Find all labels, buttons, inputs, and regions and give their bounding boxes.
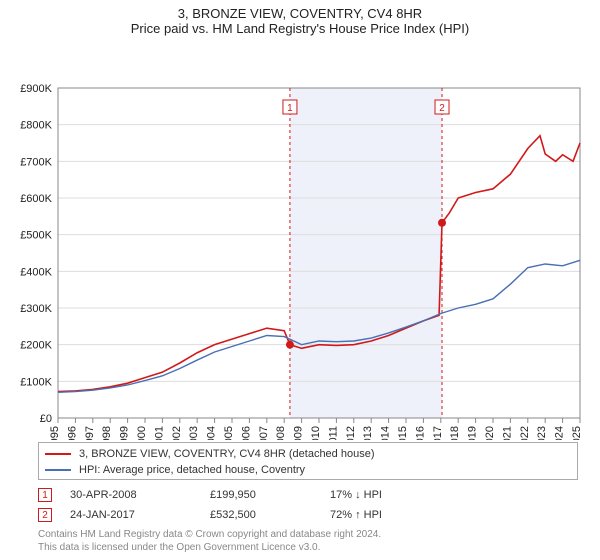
svg-text:2014: 2014 [380, 426, 392, 440]
sale-diff: 17% ↓ HPI [330, 489, 450, 501]
svg-text:2007: 2007 [258, 426, 270, 440]
svg-text:2: 2 [439, 103, 445, 114]
svg-text:2004: 2004 [206, 426, 218, 440]
svg-text:2020: 2020 [484, 426, 496, 440]
chart-title-line1: 3, BRONZE VIEW, COVENTRY, CV4 8HR [0, 0, 600, 21]
svg-text:£800K: £800K [20, 120, 52, 132]
svg-text:£700K: £700K [20, 156, 52, 168]
legend-item: HPI: Average price, detached house, Cove… [45, 462, 571, 478]
svg-text:2008: 2008 [275, 426, 287, 440]
svg-text:£900K: £900K [20, 83, 52, 95]
svg-text:1996: 1996 [66, 426, 78, 440]
sale-date: 24-JAN-2017 [70, 509, 210, 521]
svg-text:1: 1 [287, 103, 293, 114]
svg-text:2012: 2012 [345, 426, 357, 440]
svg-text:£500K: £500K [20, 230, 52, 242]
svg-text:2021: 2021 [501, 426, 513, 440]
sale-row: 2 24-JAN-2017 £532,500 72% ↑ HPI [38, 506, 578, 524]
legend-label: HPI: Average price, detached house, Cove… [79, 464, 305, 476]
sale-diff: 72% ↑ HPI [330, 509, 450, 521]
sale-marker-box: 1 [38, 488, 52, 502]
svg-text:1995: 1995 [49, 426, 61, 440]
sales-table: 1 30-APR-2008 £199,950 17% ↓ HPI 2 24-JA… [38, 484, 578, 524]
legend-label: 3, BRONZE VIEW, COVENTRY, CV4 8HR (detac… [79, 448, 375, 460]
sale-row: 1 30-APR-2008 £199,950 17% ↓ HPI [38, 486, 578, 504]
sale-date: 30-APR-2008 [70, 489, 210, 501]
legend-swatch [45, 453, 71, 455]
svg-text:1998: 1998 [101, 426, 113, 440]
svg-text:2022: 2022 [519, 426, 531, 440]
svg-text:2013: 2013 [362, 426, 374, 440]
svg-text:£400K: £400K [20, 266, 52, 278]
svg-text:1999: 1999 [119, 426, 131, 440]
svg-text:2018: 2018 [449, 426, 461, 440]
svg-text:2010: 2010 [310, 426, 322, 440]
credits-line: Contains HM Land Registry data © Crown c… [38, 528, 578, 541]
svg-text:2006: 2006 [240, 426, 252, 440]
legend-item: 3, BRONZE VIEW, COVENTRY, CV4 8HR (detac… [45, 446, 571, 462]
credits: Contains HM Land Registry data © Crown c… [38, 528, 578, 554]
svg-text:£100K: £100K [20, 376, 52, 388]
svg-text:2000: 2000 [136, 426, 148, 440]
svg-text:2002: 2002 [171, 426, 183, 440]
legend: 3, BRONZE VIEW, COVENTRY, CV4 8HR (detac… [38, 442, 578, 480]
sale-price: £532,500 [210, 509, 330, 521]
svg-text:2017: 2017 [432, 426, 444, 440]
svg-text:2025: 2025 [571, 426, 583, 440]
svg-text:2024: 2024 [554, 426, 566, 440]
chart-title-line2: Price paid vs. HM Land Registry's House … [0, 21, 600, 40]
svg-text:1997: 1997 [84, 426, 96, 440]
sale-price: £199,950 [210, 489, 330, 501]
svg-text:2023: 2023 [536, 426, 548, 440]
svg-text:2019: 2019 [467, 426, 479, 440]
price-chart: £0 £100K £200K £300K £400K £500K £600K £700K £80… [0, 40, 600, 440]
svg-text:2009: 2009 [293, 426, 305, 440]
svg-text:2005: 2005 [223, 426, 235, 440]
svg-text:2011: 2011 [327, 426, 339, 440]
svg-text:£300K: £300K [20, 303, 52, 315]
svg-text:2016: 2016 [414, 426, 426, 440]
svg-text:2003: 2003 [188, 426, 200, 440]
svg-text:£0: £0 [40, 413, 52, 425]
svg-text:2015: 2015 [397, 426, 409, 440]
sale-marker-box: 2 [38, 508, 52, 522]
credits-line: This data is licensed under the Open Gov… [38, 541, 578, 554]
svg-text:£200K: £200K [20, 340, 52, 352]
svg-text:£600K: £600K [20, 193, 52, 205]
legend-swatch [45, 469, 71, 471]
svg-text:2001: 2001 [153, 426, 165, 440]
